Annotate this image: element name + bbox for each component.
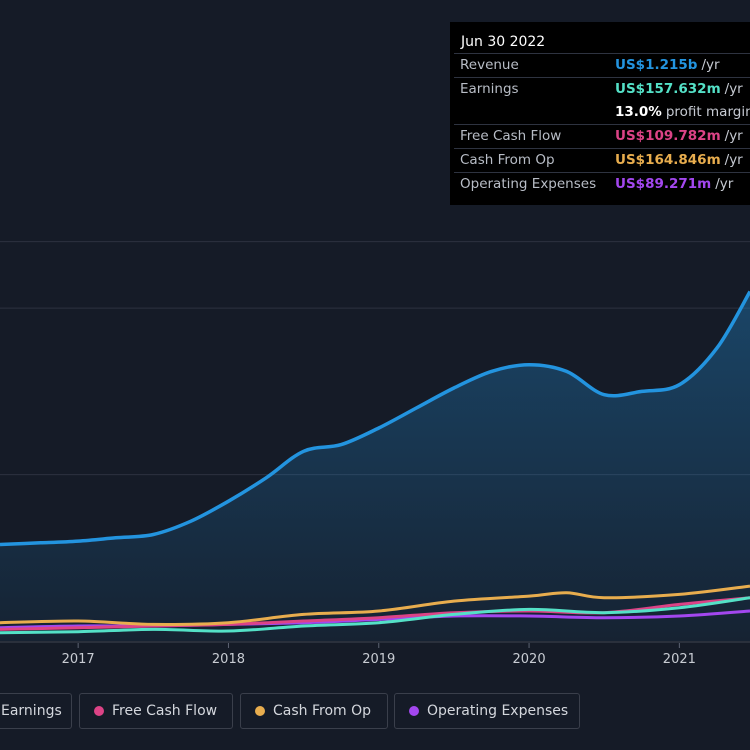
tooltip-row-revenue: Revenue US$1.215b/yr <box>454 53 750 77</box>
tooltip-value: US$109.782m <box>615 128 721 144</box>
tooltip-value: US$89.271m <box>615 176 712 192</box>
tooltip-row-profit-margin: 13.0% profit margin <box>454 101 750 124</box>
x-tick-label: 2018 <box>212 652 245 667</box>
tooltip-label: Cash From Op <box>460 152 555 168</box>
legend-earnings-button[interactable]: Earnings <box>0 693 72 729</box>
tooltip-label: Earnings <box>460 81 519 97</box>
tooltip-value: US$1.215b <box>615 57 698 73</box>
x-axis-baseline <box>0 641 750 643</box>
tooltip-value: US$164.846m <box>615 152 721 168</box>
legend-operating-expenses-button[interactable]: Operating Expenses <box>394 693 580 729</box>
legend-label: Earnings <box>1 703 62 719</box>
tooltip-unit: /yr <box>724 128 743 144</box>
legend-label: Cash From Op <box>273 703 372 719</box>
series-line-cash-from-op <box>0 584 750 626</box>
x-tick-label: 2019 <box>362 652 395 667</box>
tooltip-row-earnings: Earnings US$157.632m/yr <box>454 77 750 101</box>
tooltip-label: Revenue <box>460 57 519 73</box>
tooltip-row-operating-expenses: Operating Expenses US$89.271m/yr <box>454 172 750 196</box>
tooltip-unit: profit margin <box>665 104 750 120</box>
tooltip-unit: /yr <box>724 152 743 168</box>
tooltip-label: Operating Expenses <box>460 176 597 192</box>
tooltip-unit: /yr <box>701 57 720 73</box>
series-line-earnings <box>0 596 750 635</box>
tooltip-label: Free Cash Flow <box>460 128 562 144</box>
tooltip-row-free-cash-flow: Free Cash Flow US$109.782m/yr <box>454 124 750 148</box>
tooltip-unit: /yr <box>724 81 743 97</box>
legend-label: Operating Expenses <box>427 703 569 719</box>
hover-tooltip: Jun 30 2022 Revenue US$1.215b/yr Earning… <box>450 22 750 205</box>
legend-dot-icon <box>255 706 265 716</box>
tooltip-unit: /yr <box>715 176 734 192</box>
series-area-revenue <box>0 291 750 641</box>
x-tick-label: 2021 <box>663 652 696 667</box>
tooltip-date: Jun 30 2022 <box>461 34 546 50</box>
tooltip-value: US$157.632m <box>615 81 721 97</box>
tooltip-row-cash-from-op: Cash From Op US$164.846m/yr <box>454 148 750 172</box>
legend-dot-icon <box>409 706 419 716</box>
x-tick-label: 2017 <box>62 652 95 667</box>
tooltip-value: 13.0% <box>615 104 662 120</box>
series-line-revenue <box>0 290 750 547</box>
legend-cash-from-op-button[interactable]: Cash From Op <box>240 693 388 729</box>
legend-label: Free Cash Flow <box>112 703 218 719</box>
x-tick-label: 2020 <box>513 652 546 667</box>
legend-dot-icon <box>94 706 104 716</box>
legend-free-cash-flow-button[interactable]: Free Cash Flow <box>79 693 233 729</box>
